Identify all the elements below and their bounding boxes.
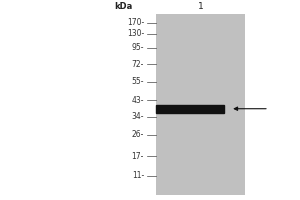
Text: 26-: 26- (132, 130, 144, 139)
Text: 72-: 72- (132, 60, 144, 69)
Bar (156, 105, 224, 113)
Text: 34-: 34- (132, 112, 144, 121)
Text: 130-: 130- (127, 29, 144, 38)
Text: 95-: 95- (132, 43, 144, 52)
Text: 1: 1 (198, 2, 203, 11)
Text: 11-: 11- (132, 171, 144, 180)
Bar (156, 14, 245, 195)
Text: kDa: kDa (114, 2, 132, 11)
Text: 170-: 170- (127, 18, 144, 27)
Text: 43-: 43- (132, 96, 144, 105)
Text: 55-: 55- (132, 77, 144, 86)
Text: 17-: 17- (132, 152, 144, 161)
